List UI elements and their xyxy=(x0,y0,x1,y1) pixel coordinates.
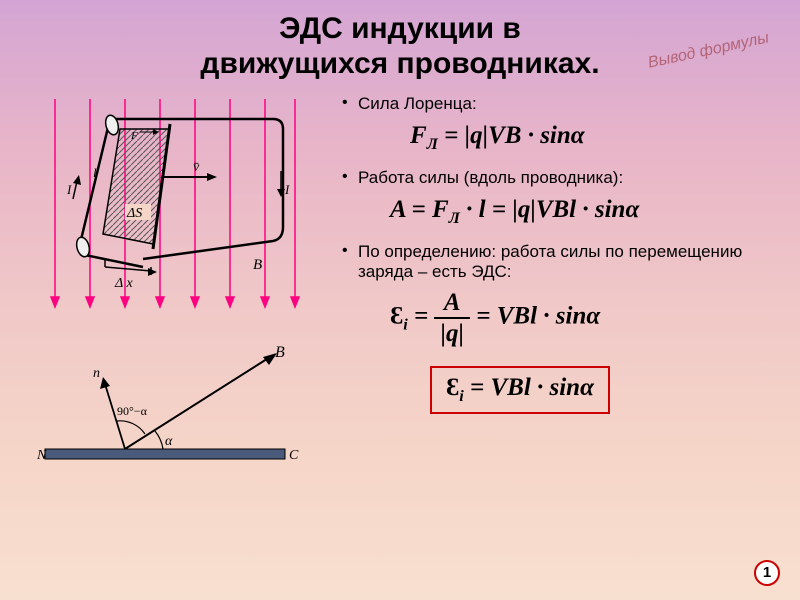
diagrams-column: v̄ Δ x ΔS B⃗ I I l xyxy=(20,89,320,489)
title-line2: движущихся проводниках. xyxy=(200,47,599,80)
bullet-lorentz: Сила Лоренца: xyxy=(340,94,780,114)
svg-text:90°−α: 90°−α xyxy=(117,404,148,418)
svg-text:C: C xyxy=(289,448,299,463)
formula-lorentz: FЛ = |q|VB · sinα xyxy=(340,118,780,168)
svg-text:α: α xyxy=(165,434,173,449)
svg-text:Δ x: Δ x xyxy=(114,276,133,291)
svg-text:I: I xyxy=(284,182,290,197)
svg-text:v̄: v̄ xyxy=(193,160,200,175)
svg-text:I: I xyxy=(66,182,72,197)
svg-text:B⃗: B⃗ xyxy=(253,257,274,273)
svg-text:l: l xyxy=(93,165,97,180)
angle-diagram: N C B⃗ n⃗ α 90°−α xyxy=(35,339,305,489)
title-line1: ЭДС индукции в xyxy=(279,12,521,45)
svg-text:n⃗: n⃗ xyxy=(93,366,111,381)
formula-emf-frac: Ɛi = A|q| = VBl · sinα xyxy=(340,286,780,360)
conductor-diagram: v̄ Δ x ΔS B⃗ I I l xyxy=(35,99,305,319)
page-number: 1 xyxy=(754,560,780,586)
formula-boxed: Ɛi = VBl · sinα xyxy=(430,366,610,414)
svg-text:B⃗: B⃗ xyxy=(275,344,297,361)
formulas-column: Сила Лоренца: FЛ = |q|VB · sinα Работа с… xyxy=(320,89,780,489)
bullet-emf-def: По определению: работа силы по перемещен… xyxy=(340,242,780,282)
bullet-work: Работа силы (вдоль проводника): xyxy=(340,168,780,188)
svg-text:ΔS: ΔS xyxy=(126,206,142,221)
formula-work: A = FЛ · l = |q|VBl · sinα xyxy=(340,192,780,242)
svg-text:N: N xyxy=(36,448,47,463)
